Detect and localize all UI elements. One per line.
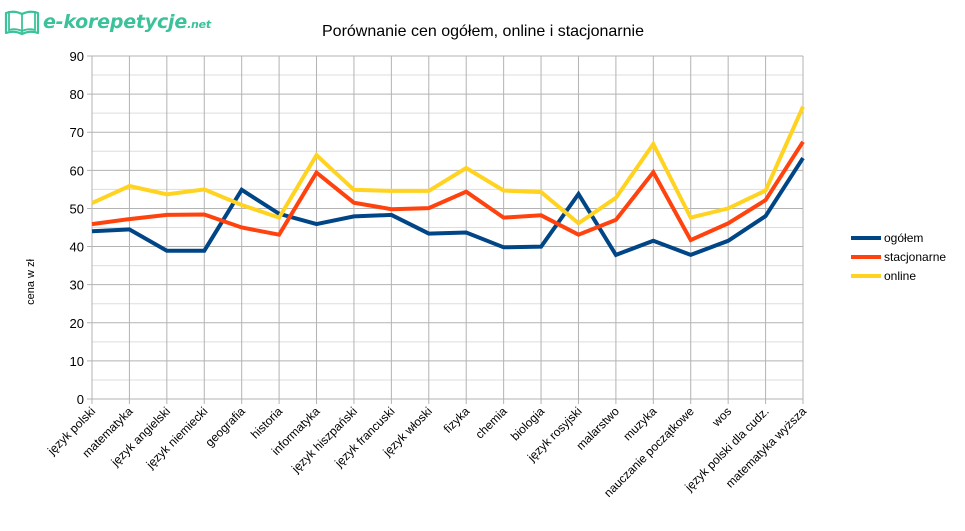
logo-text: e-korepetycje.net xyxy=(43,11,211,33)
minor-gridlines xyxy=(92,74,803,381)
chart-title: Porównanie cen ogółem, online i stacjona… xyxy=(322,23,644,40)
series-line-1 xyxy=(91,157,805,258)
series-lines xyxy=(91,105,805,258)
y-tick-label: 50 xyxy=(70,201,84,216)
y-tick-label: 40 xyxy=(70,240,84,255)
major-gridlines xyxy=(87,55,804,404)
y-tick-label: 70 xyxy=(70,125,84,140)
y-tick-label: 90 xyxy=(70,49,84,64)
legend-label: stacjonarne xyxy=(884,250,946,264)
y-tick-label: 60 xyxy=(70,163,84,178)
legend-label: ogółem xyxy=(884,231,923,245)
x-tick-label: chemia xyxy=(472,404,509,441)
series-line-2 xyxy=(91,140,805,243)
y-axis: 0 10 20 30 40 50 60 70 80 90 xyxy=(70,49,84,407)
open-book-icon xyxy=(4,7,40,37)
logo: e-korepetycje.net xyxy=(4,2,211,42)
x-tick-label: język hiszpański xyxy=(288,404,360,476)
y-axis-label: cena w zł xyxy=(25,259,37,305)
x-tick-label: fizyka xyxy=(441,404,473,436)
y-tick-label: 30 xyxy=(70,278,84,293)
series-line-3 xyxy=(91,105,805,226)
logo-text-suffix: .net xyxy=(187,18,211,31)
legend-label: online xyxy=(884,269,916,283)
y-tick-label: 10 xyxy=(70,354,84,369)
y-tick-label: 0 xyxy=(77,392,84,407)
legend: ogółem stacjonarne online xyxy=(851,231,946,283)
y-tick-label: 80 xyxy=(70,87,84,102)
logo-text-main: e-korepetycje xyxy=(43,11,188,33)
x-tick-label: geografia xyxy=(203,404,249,450)
x-tick-label: wos xyxy=(709,404,735,430)
y-tick-label: 20 xyxy=(70,316,84,331)
